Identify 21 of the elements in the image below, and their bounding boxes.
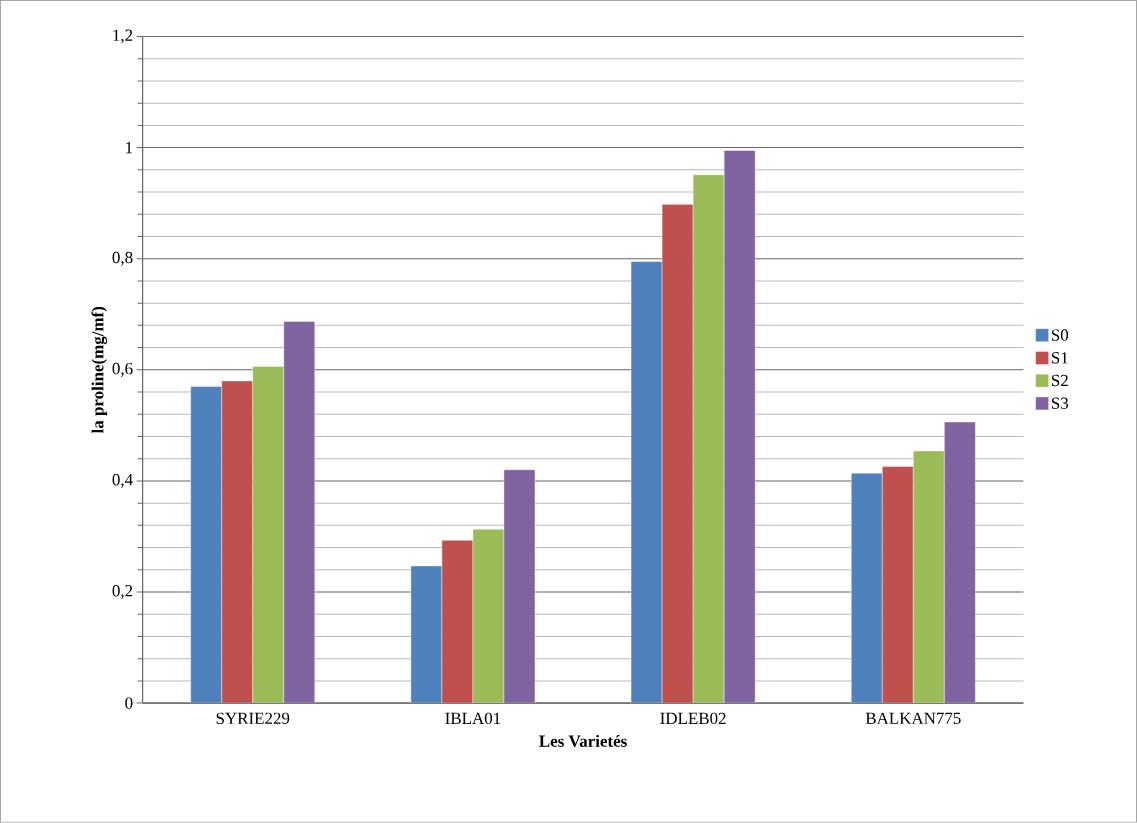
x-tick-label: SYRIE229 (216, 712, 290, 725)
y-tick-label: 0,6 (112, 363, 133, 377)
legend-label: S3 (1051, 397, 1069, 410)
y-axis-title: la proline(mg/mf) (91, 307, 108, 434)
x-tick-label: IBLA01 (445, 712, 501, 725)
y-tick-label: 1,2 (113, 29, 133, 44)
x-axis-title: Les Varietés (539, 735, 627, 748)
x-tick-label: IDLEB02 (660, 712, 726, 725)
bar (661, 204, 694, 704)
legend-label: S2 (1051, 374, 1068, 387)
y-tick-label: 0 (125, 697, 133, 709)
y-tick-label: 1 (126, 142, 133, 154)
y-tick-label: 0,8 (112, 251, 133, 266)
y-tick-label: 0,2 (112, 585, 133, 600)
legend-label: S1 (1051, 352, 1068, 364)
x-tick-label: BALKAN775 (865, 712, 961, 725)
y-tick-label: 0,4 (112, 474, 133, 488)
bar (882, 466, 914, 704)
bar (441, 540, 474, 704)
bar (221, 380, 253, 704)
legend-label: S0 (1051, 329, 1069, 341)
